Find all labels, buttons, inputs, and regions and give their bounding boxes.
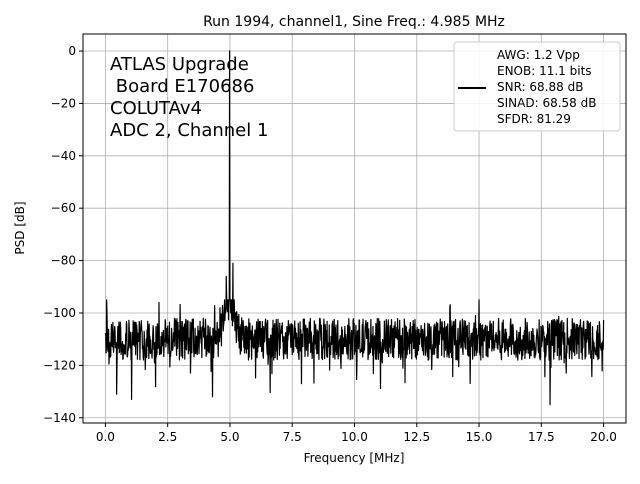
- y-tick-label: −80: [51, 254, 76, 268]
- legend-entry: SNR: 68.88 dB: [497, 80, 583, 94]
- y-axis-ticks: 0 −20 −40 −60 −80 −100 −120 −140: [43, 44, 83, 425]
- x-tick-label: 17.5: [528, 430, 555, 444]
- chart-title: Run 1994, channel1, Sine Freq.: 4.985 MH…: [203, 14, 505, 30]
- x-axis-ticks: 0.0 2.5 5.0 7.5 10.0 12.5 15.0 17.5 20.0: [96, 423, 617, 444]
- x-tick-label: 5.0: [220, 430, 239, 444]
- x-tick-label: 15.0: [466, 430, 493, 444]
- annotation-line: ATLAS Upgrade: [110, 54, 249, 75]
- legend: AWG: 1.2 Vpp ENOB: 11.1 bits SNR: 68.88 …: [453, 41, 621, 132]
- legend-box: [453, 41, 621, 132]
- annotation-line: ADC 2, Channel 1: [110, 120, 268, 141]
- board-annotation: ATLAS Upgrade Board E170686 COLUTAv4 ADC…: [110, 54, 268, 141]
- spectrum-series: [104, 50, 605, 406]
- y-tick-label: −20: [51, 96, 76, 110]
- x-tick-label: 10.0: [341, 430, 368, 444]
- legend-entry: ENOB: 11.1 bits: [497, 64, 592, 78]
- legend-entry: AWG: 1.2 Vpp: [497, 48, 580, 62]
- x-axis-label: Frequency [MHz]: [304, 451, 405, 465]
- legend-entry: SINAD: 68.58 dB: [497, 96, 596, 110]
- y-tick-label: −100: [43, 306, 76, 320]
- x-tick-label: 2.5: [158, 430, 177, 444]
- y-tick-label: −120: [43, 358, 76, 372]
- x-tick-label: 12.5: [403, 430, 430, 444]
- annotation-line: Board E170686: [110, 76, 254, 97]
- annotation-line: COLUTAv4: [110, 98, 202, 119]
- legend-entry: SFDR: 81.29: [497, 112, 571, 126]
- psd-line: [104, 50, 605, 406]
- x-tick-label: 20.0: [590, 430, 617, 444]
- y-tick-label: −40: [51, 149, 76, 163]
- x-tick-label: 0.0: [96, 430, 115, 444]
- y-axis-label: PSD [dB]: [13, 201, 27, 254]
- y-tick-label: −60: [51, 201, 76, 215]
- y-tick-label: −140: [43, 411, 76, 425]
- y-tick-label: 0: [68, 44, 76, 58]
- x-tick-label: 7.5: [283, 430, 302, 444]
